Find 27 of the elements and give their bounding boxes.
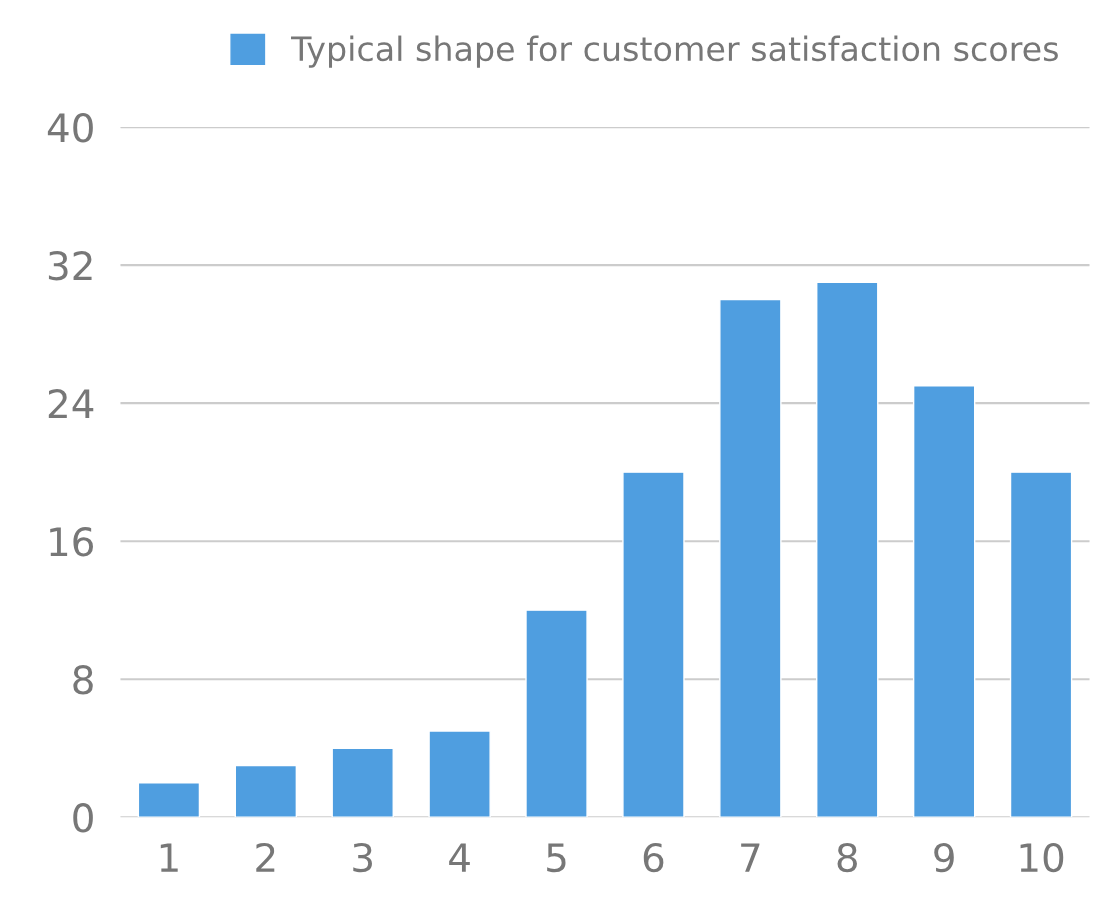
legend-label: Typical shape for customer satisfaction scores [291, 35, 1058, 68]
bar [137, 782, 201, 818]
bar [622, 471, 685, 818]
x-tick-label: 7 [741, 843, 760, 872]
x-tick-label: 9 [934, 842, 954, 873]
y-tick-label: 8 [73, 665, 93, 695]
bar [331, 747, 394, 818]
y-tick-label: 40 [47, 113, 93, 143]
x-tick-label: 2 [256, 842, 275, 872]
x-tick-label: 3 [353, 842, 372, 873]
x-tick-label: 6 [643, 842, 664, 873]
x-tick-label: 10 [1020, 842, 1064, 873]
bar [428, 730, 491, 818]
bar [1009, 471, 1073, 818]
bar [234, 764, 298, 818]
x-tick-label: 1 [160, 843, 178, 872]
x-tick-label: 8 [837, 842, 857, 873]
y-tick-label: 24 [48, 389, 94, 418]
y-tick-label: 0 [73, 803, 93, 833]
bar [525, 609, 588, 818]
bar [912, 385, 976, 818]
y-tick-label: 16 [50, 527, 93, 557]
bar [816, 281, 879, 818]
bar [719, 298, 782, 818]
y-tick-label: 32 [48, 251, 92, 281]
x-tick-label: 5 [547, 843, 566, 873]
x-tick-label: 4 [449, 843, 470, 872]
